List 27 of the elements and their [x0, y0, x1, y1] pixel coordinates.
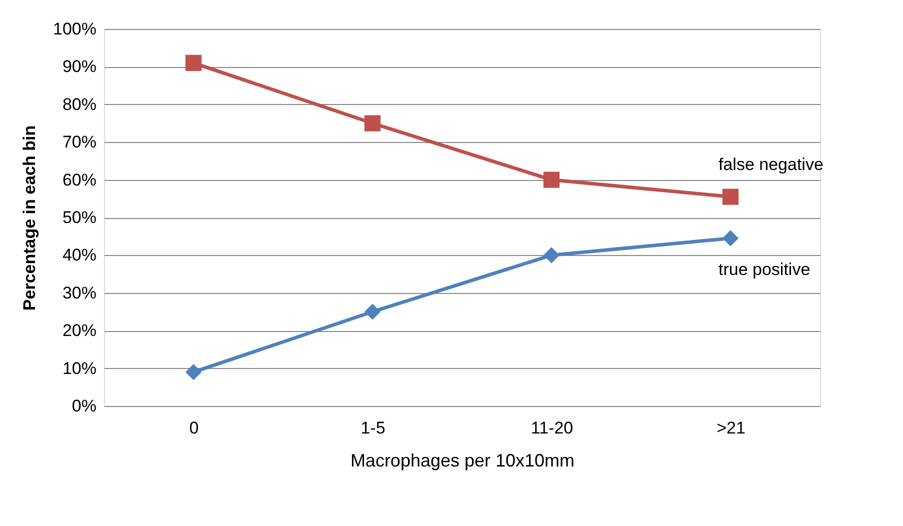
point	[185, 54, 202, 71]
series-label: false negative	[718, 154, 824, 174]
series-label: true positive	[718, 260, 810, 280]
point	[364, 304, 381, 320]
y-tick-label: 100%	[53, 20, 96, 38]
y-tick-label: 0%	[72, 396, 96, 416]
y-axis-title: Percentage in each bin	[20, 125, 40, 311]
x-axis-title: Macrophages per 10x10mm	[350, 450, 575, 470]
point	[543, 247, 560, 264]
point	[185, 364, 202, 380]
x-tick-label: 11-20	[530, 418, 574, 438]
y-tick-label: 20%	[62, 321, 96, 340]
point	[364, 115, 381, 132]
x-tick-label: 1-5	[360, 418, 386, 438]
y-tick-label: 80%	[62, 94, 96, 114]
y-tick-label: 70%	[62, 132, 96, 152]
point	[722, 230, 739, 246]
point	[543, 172, 560, 188]
y-tick-label: 40%	[62, 246, 96, 265]
y-tick-label: 90%	[62, 57, 96, 76]
x-tick-label: >21	[716, 418, 746, 438]
y-tick-label: 60%	[62, 170, 96, 190]
y-tick-label: 10%	[62, 358, 96, 378]
y-tick-label: 30%	[62, 283, 96, 302]
point	[722, 188, 739, 205]
y-tick-label: 50%	[62, 208, 96, 227]
x-tick-label: 0	[189, 418, 199, 438]
